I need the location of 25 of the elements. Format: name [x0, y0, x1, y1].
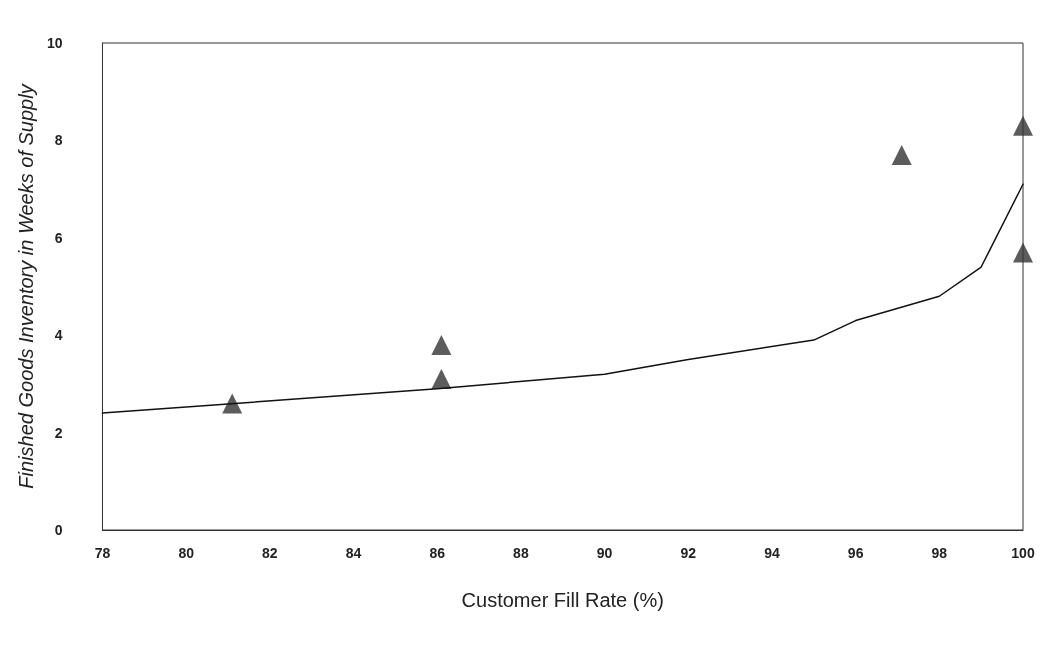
x-tick-label: 78	[94, 545, 111, 561]
point	[1013, 115, 1033, 136]
y-tick-label: 10	[46, 35, 63, 51]
y-tick-label: 0	[54, 522, 63, 538]
x-tick-label: 90	[596, 545, 613, 561]
y-axis-title: Finished Goods Inventory in Weeks of Supply	[15, 83, 37, 489]
x-tick-label: 80	[178, 545, 195, 561]
point	[891, 145, 912, 166]
line-series	[101, 183, 1024, 414]
x-tick-label: 82	[262, 545, 278, 561]
y-tick-label: 6	[54, 229, 63, 246]
x-tick-label: 86	[429, 545, 446, 561]
x-tick-label: 94	[764, 545, 780, 561]
x-tick-label: 84	[345, 545, 362, 561]
x-axis-title: Customer Fill Rate (%)	[461, 589, 664, 611]
x-tick-label: 100	[1011, 545, 1035, 561]
y-tick-label: 2	[54, 424, 63, 441]
y-tick-label: 4	[54, 327, 63, 344]
y-tick-label: 8	[54, 132, 63, 149]
point	[1013, 242, 1033, 263]
x-tick-label: 98	[931, 545, 948, 561]
point	[431, 334, 452, 355]
x-tick-label: 88	[513, 545, 529, 561]
x-tick-label: 92	[680, 545, 697, 561]
x-tick-label: 96	[847, 545, 864, 561]
